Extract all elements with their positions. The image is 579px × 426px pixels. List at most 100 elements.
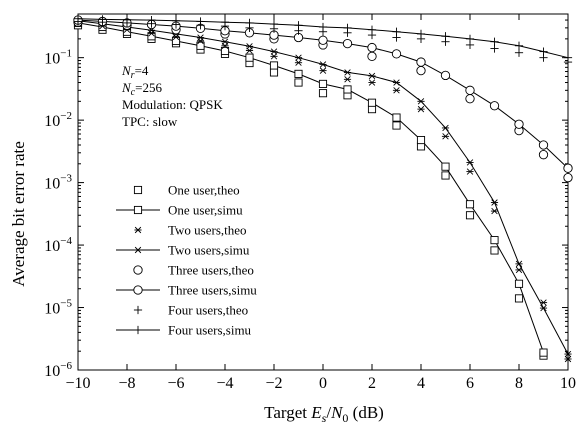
y-tick-label: 10−3 [44,173,72,193]
marker-asterisk [319,61,327,68]
marker-square [465,211,475,220]
plot-frame [77,13,569,371]
annotation-tpc: TPC: slow [122,114,178,129]
marker-asterisk [270,48,278,55]
marker-asterisk [319,67,327,74]
marker-square [294,78,303,87]
legend-item: One user,theo [133,183,240,198]
marker-asterisk [490,199,499,206]
marker-asterisk [147,30,156,37]
marker-square [514,294,524,303]
marker-plus [147,15,156,25]
marker-asterisk [392,87,401,94]
legend-item: Four users,theo [133,303,248,318]
marker-asterisk [134,226,142,234]
marker-plus [490,37,499,46]
x-axis-label: Target Es/N0 (dB) [264,403,384,425]
x-tick-label: −8 [118,375,135,392]
marker-square [416,135,426,145]
marker-asterisk [343,69,352,76]
x-tick-label: −6 [167,375,184,392]
marker-asterisk [564,350,572,358]
y-axis-label: Average bit error rate [9,141,28,287]
legend-label: Four users,simu [168,323,252,338]
x-tick-label: 4 [417,375,425,392]
marker-plus [73,14,83,23]
marker-square [269,61,279,70]
marker-circle [342,38,353,49]
marker-circle [465,94,475,104]
legend-label: One user,simu [168,203,243,218]
marker-plus [171,16,181,25]
marker-plus [416,29,426,39]
series-1 [73,18,548,357]
marker-circle [538,150,549,160]
y-tick-label: 10−5 [44,298,72,318]
marker-circle [367,51,377,61]
marker-asterisk [564,355,572,363]
legend-item: Two users,theo [134,223,247,238]
marker-plus [122,15,132,24]
marker-circle [133,265,143,275]
marker-square [367,98,377,107]
legend-item: Three users,simu [116,283,257,298]
marker-square [441,171,450,180]
marker-plus [343,23,352,32]
marker-circle [391,49,402,59]
data-marks [73,14,573,363]
marker-plus [514,48,524,57]
marker-square [133,205,143,215]
marker-square [294,69,303,78]
parameter-annotation: Nr=4 Nc=256 Modulation: QPSK TPC: slow [121,63,223,129]
marker-circle [563,163,573,173]
x-tick-label: 8 [515,375,523,392]
marker-circle [416,65,426,76]
marker-asterisk [294,54,303,61]
marker-asterisk [539,304,548,312]
marker-plus [367,25,377,34]
marker-square [514,279,524,288]
x-tick-label: −2 [265,375,282,392]
series-line [77,22,544,353]
marker-square [318,79,328,88]
marker-square [269,68,279,77]
marker-plus [269,19,279,29]
marker-plus [133,325,143,335]
marker-square [539,348,548,357]
x-tick-label: −4 [216,375,233,392]
marker-square [196,41,205,50]
marker-asterisk [441,124,450,132]
legend-label: Three users,simu [168,283,257,298]
legend-item: Three users,theo [133,263,254,278]
marker-asterisk [392,79,401,86]
legend-item: One user,simu [116,203,243,218]
marker-plus [465,34,475,43]
annotation-nc: Nc=256 [121,80,162,98]
marker-asterisk [515,260,523,268]
marker-square [392,113,401,122]
marker-square [133,185,143,195]
marker-plus [563,53,573,62]
marker-asterisk [466,159,474,166]
marker-asterisk [343,76,352,83]
marker-plus [539,47,548,56]
marker-asterisk [294,59,303,66]
marker-square [441,162,450,171]
marker-asterisk [368,72,376,80]
annotation-modulation: Modulation: QPSK [122,97,223,112]
legend: One user,theo One user,simu Two users,theo… [116,183,257,338]
series-2 [74,19,572,363]
x-tick-label: 10 [560,375,576,392]
marker-square [171,36,181,46]
marker-asterisk [441,133,450,140]
series-3 [74,17,572,358]
marker-circle [318,35,328,45]
y-tick-label: 10−4 [44,235,72,255]
marker-circle [367,42,377,53]
legend-label: Four users,theo [168,303,248,318]
marker-circle [489,101,500,111]
series-7 [73,14,573,62]
x-tick-label: 2 [368,375,376,392]
marker-circle [465,85,475,95]
